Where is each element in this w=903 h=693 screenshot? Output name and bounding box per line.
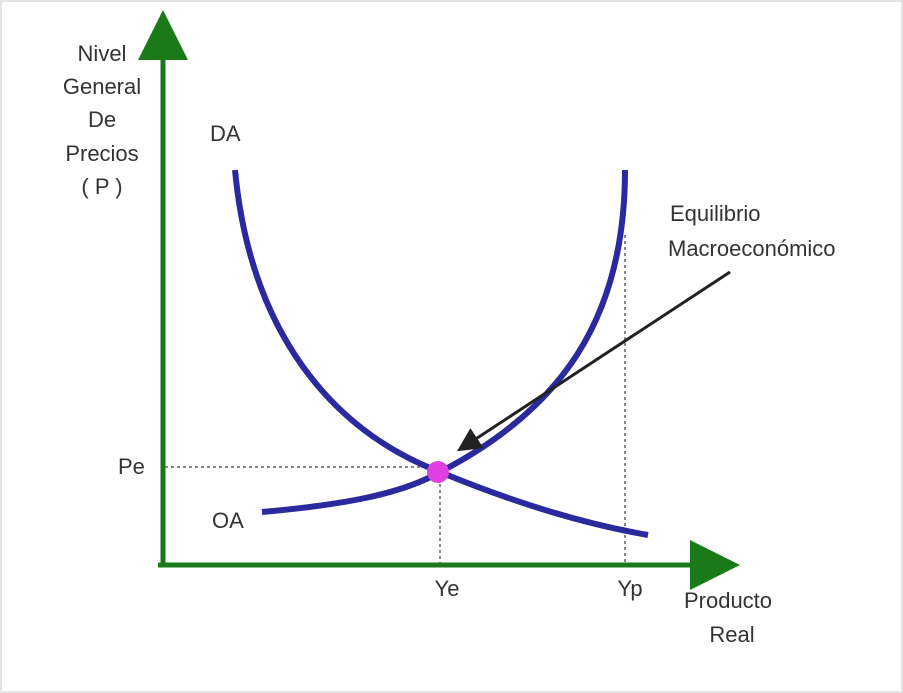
x-label: Real <box>709 622 754 647</box>
y-label: De <box>88 107 116 132</box>
curve-label: OA <box>212 508 244 533</box>
equilibrium-point <box>427 461 449 483</box>
y-label: Nivel <box>78 41 127 66</box>
annotation: Equilibrio <box>670 201 761 226</box>
price-label: Pe <box>118 454 145 479</box>
output-label: Yp <box>617 576 642 601</box>
da-curve <box>232 169 649 538</box>
x-label: Producto <box>684 588 772 613</box>
output-label: Ye <box>435 576 460 601</box>
curve-label: DA <box>210 121 241 146</box>
y-label: Precios <box>65 141 138 166</box>
y-label: General <box>63 74 141 99</box>
annotation: Macroeconómico <box>668 236 836 261</box>
oa-curve <box>261 169 628 515</box>
annotation-arrow <box>456 270 731 452</box>
y-label: ( P ) <box>81 174 122 199</box>
